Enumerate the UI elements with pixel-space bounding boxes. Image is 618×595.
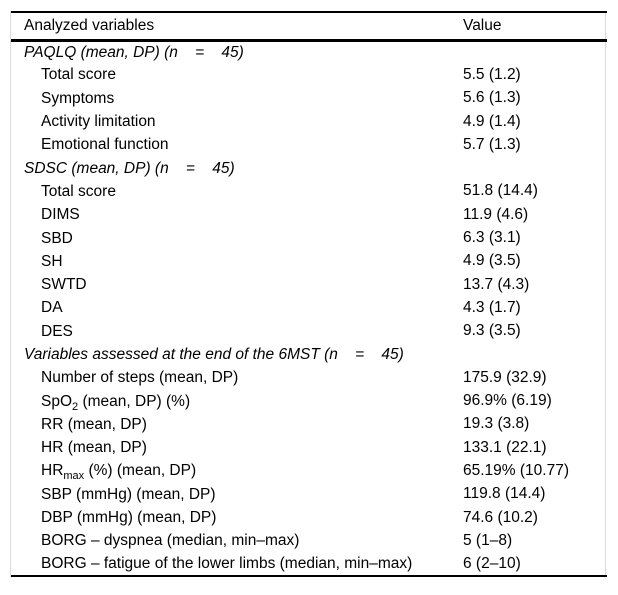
table-row: SBD 6.3 (3.1) bbox=[11, 226, 607, 249]
label-text: SpO bbox=[41, 392, 73, 410]
table-row: DA 4.3 (1.7) bbox=[11, 296, 607, 319]
variable-label: Symptoms bbox=[41, 89, 115, 107]
variable-value: 13.7 (4.3) bbox=[463, 275, 530, 293]
table-row-section: PAQLQ (mean, DP) (n = 45) bbox=[11, 40, 607, 63]
variable-value: 4.3 (1.7) bbox=[463, 298, 521, 316]
column-header-analyzed-variables: Analyzed variables bbox=[24, 16, 155, 34]
subscript-text: 2 bbox=[72, 400, 79, 413]
variable-value: 5 (1–8) bbox=[463, 531, 513, 549]
section-label: PAQLQ (mean, DP) (n = 45) bbox=[24, 43, 244, 61]
table-row: Activity limitation 4.9 (1.4) bbox=[11, 110, 607, 133]
variable-value: 65.19% (10.77) bbox=[463, 461, 569, 479]
variable-value: 96.9% (6.19) bbox=[463, 392, 552, 410]
table-row: Symptoms 5.6 (1.3) bbox=[11, 87, 607, 110]
table-row: DIMS 11.9 (4.6) bbox=[11, 203, 607, 226]
variable-value: 119.8 (14.4) bbox=[463, 485, 546, 503]
variable-label: BORG – fatigue of the lower limbs (media… bbox=[41, 555, 413, 573]
label-text: (mean, DP) (%) bbox=[78, 392, 191, 410]
variable-label: Total score bbox=[41, 182, 116, 200]
variable-value: 11.9 (4.6) bbox=[463, 205, 529, 223]
variable-value bbox=[463, 343, 607, 366]
section-label: SDSC (mean, DP) (n = 45) bbox=[24, 159, 235, 177]
variable-value: 6 (2–10) bbox=[463, 554, 521, 572]
variable-label: Emotional function bbox=[41, 136, 169, 154]
table-row: BORG – dyspnea (median, min–max) 5 (1–8) bbox=[11, 529, 607, 552]
variable-value: 4.9 (1.4) bbox=[463, 112, 521, 130]
variable-label: Total score bbox=[41, 66, 116, 84]
variable-value: 4.9 (3.5) bbox=[463, 252, 521, 270]
table-body: PAQLQ (mean, DP) (n = 45) Total score 5.… bbox=[11, 40, 607, 576]
table-row: Total score 51.8 (14.4) bbox=[11, 180, 607, 203]
variable-value: 74.6 (10.2) bbox=[463, 508, 538, 526]
table-row: Emotional function 5.7 (1.3) bbox=[11, 133, 607, 156]
table-row-section: Variables assessed at the end of the 6MS… bbox=[11, 343, 607, 366]
table-row: Number of steps (mean, DP) 175.9 (32.9) bbox=[11, 366, 607, 389]
variable-label: SBP (mmHg) (mean, DP) bbox=[41, 485, 216, 503]
table-row: Total score 5.5 (1.2) bbox=[11, 63, 607, 86]
variable-label: BORG – dyspnea (median, min–max) bbox=[41, 532, 300, 550]
variable-label: Number of steps (mean, DP) bbox=[41, 369, 239, 387]
variable-value: 51.8 (14.4) bbox=[463, 182, 538, 200]
table-header-row: Analyzed variables Value bbox=[11, 12, 607, 40]
subscript-text: max bbox=[63, 470, 85, 483]
variable-label: SWTD bbox=[41, 276, 87, 294]
table-header: Analyzed variables Value bbox=[11, 12, 607, 40]
table-row: SBP (mmHg) (mean, DP) 119.8 (14.4) bbox=[11, 483, 607, 506]
table-row: RR (mean, DP) 19.3 (3.8) bbox=[11, 413, 607, 436]
results-table: Analyzed variables Value PAQLQ (mean, DP… bbox=[11, 11, 607, 577]
variable-label-spo2: SpO2 (mean, DP) (%) bbox=[11, 389, 463, 413]
variable-value: 5.6 (1.3) bbox=[463, 89, 521, 107]
results-table-container: Analyzed variables Value PAQLQ (mean, DP… bbox=[10, 11, 607, 577]
variable-label: RR (mean, DP) bbox=[41, 415, 147, 433]
table-row-section: SDSC (mean, DP) (n = 45) bbox=[11, 156, 607, 179]
variable-label-hrmax: HRmax (%) (mean, DP) bbox=[11, 459, 463, 482]
variable-value: 9.3 (3.5) bbox=[463, 322, 521, 340]
variable-value: 19.3 (3.8) bbox=[463, 415, 530, 433]
table-row: DES 9.3 (3.5) bbox=[11, 320, 607, 343]
variable-label: Activity limitation bbox=[41, 113, 156, 131]
label-text: HR bbox=[41, 462, 64, 480]
table-row: SWTD 13.7 (4.3) bbox=[11, 273, 607, 296]
table-row: HRmax (%) (mean, DP) 65.19% (10.77) bbox=[11, 459, 607, 482]
table-row: SH 4.9 (3.5) bbox=[11, 250, 607, 273]
section-label: Variables assessed at the end of the 6MS… bbox=[24, 346, 404, 363]
table-row: HR (mean, DP) 133.1 (22.1) bbox=[11, 436, 607, 459]
variable-label: SH bbox=[41, 252, 63, 270]
variable-value: 5.5 (1.2) bbox=[463, 65, 521, 83]
variable-label: HR (mean, DP) bbox=[41, 439, 147, 457]
variable-label: DIMS bbox=[41, 206, 80, 224]
table-row: DBP (mmHg) (mean, DP) 74.6 (10.2) bbox=[11, 506, 607, 529]
variable-label: DES bbox=[41, 322, 73, 340]
variable-value: 175.9 (32.9) bbox=[463, 368, 547, 386]
column-header-value: Value bbox=[463, 16, 502, 34]
table-row: SpO2 (mean, DP) (%) 96.9% (6.19) bbox=[11, 389, 607, 412]
variable-value: 6.3 (3.1) bbox=[463, 229, 521, 247]
variable-value bbox=[463, 40, 607, 63]
table-row: BORG – fatigue of the lower limbs (media… bbox=[11, 553, 607, 576]
variable-value: 5.7 (1.3) bbox=[463, 135, 521, 153]
variable-label: SBD bbox=[41, 229, 73, 247]
variable-label: DA bbox=[41, 299, 63, 317]
variable-label: DBP (mmHg) (mean, DP) bbox=[41, 509, 217, 527]
variable-value: 133.1 (22.1) bbox=[463, 438, 547, 456]
label-text: (%) (mean, DP) bbox=[84, 462, 197, 480]
variable-value bbox=[463, 156, 607, 179]
